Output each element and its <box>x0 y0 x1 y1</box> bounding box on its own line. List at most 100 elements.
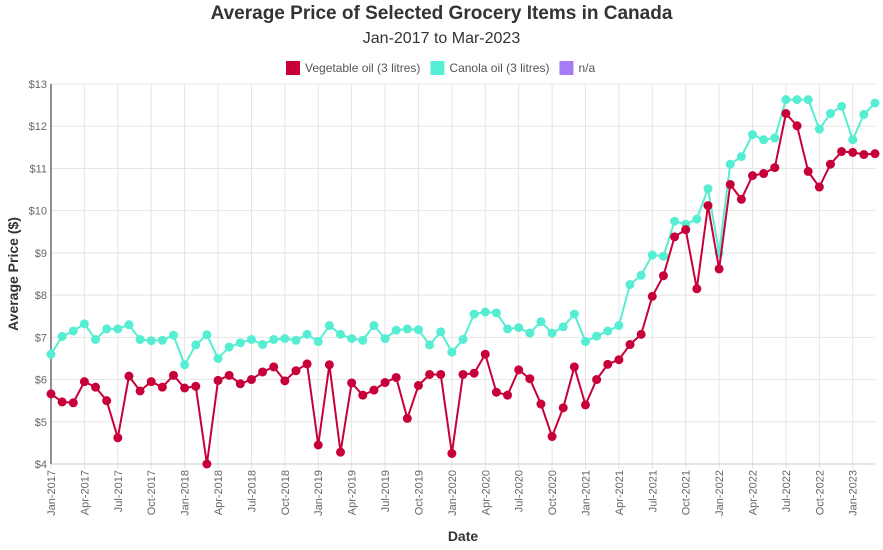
data-point <box>748 171 758 181</box>
x-tick-label: Jul-2018 <box>246 470 258 512</box>
data-point <box>547 432 557 442</box>
data-point <box>748 130 758 140</box>
data-point <box>614 321 624 331</box>
data-point <box>636 270 646 280</box>
data-point <box>614 355 624 365</box>
data-point <box>246 375 256 385</box>
data-point <box>91 382 101 392</box>
data-point <box>870 98 880 108</box>
x-tick-label: Jan-2019 <box>313 470 325 516</box>
x-tick-label: Jul-2021 <box>647 470 659 512</box>
data-point <box>413 325 423 335</box>
data-point <box>725 159 735 169</box>
data-point <box>57 331 67 341</box>
data-point <box>825 109 835 119</box>
data-point <box>770 133 780 143</box>
data-point <box>135 334 145 344</box>
data-point <box>814 182 824 192</box>
data-point <box>859 150 869 160</box>
data-point <box>681 225 691 235</box>
data-point <box>347 378 357 388</box>
legend-label: Canola oil (3 litres) <box>449 61 549 75</box>
y-tick-label: $8 <box>35 290 47 302</box>
data-point <box>146 336 156 346</box>
data-point <box>447 347 457 357</box>
legend-label: n/a <box>578 61 595 75</box>
data-point <box>469 368 479 378</box>
data-point <box>425 340 435 350</box>
data-point <box>269 362 279 372</box>
data-point <box>736 152 746 162</box>
legend-swatch <box>430 61 445 75</box>
data-point <box>580 337 590 347</box>
data-point <box>569 362 579 372</box>
data-point <box>670 216 680 226</box>
data-point <box>336 329 346 339</box>
x-tick-label: Apr-2021 <box>614 470 626 515</box>
data-point <box>324 321 334 331</box>
data-point <box>280 334 290 344</box>
data-point <box>224 342 234 352</box>
data-point <box>536 399 546 409</box>
data-point <box>725 179 735 189</box>
data-point <box>514 365 524 375</box>
data-point <box>235 338 245 348</box>
data-point <box>514 323 524 333</box>
x-tick-label: Oct-2019 <box>413 470 425 515</box>
data-point <box>68 326 78 336</box>
x-tick-label: Oct-2022 <box>814 470 826 515</box>
data-point <box>792 121 802 131</box>
chart-title: Average Price of Selected Grocery Items … <box>210 3 673 24</box>
data-point <box>313 337 323 347</box>
data-point <box>525 328 535 338</box>
data-point <box>425 369 435 379</box>
x-tick-label: Jan-2020 <box>447 470 459 516</box>
data-point <box>402 413 412 423</box>
data-point <box>191 340 201 350</box>
data-point <box>168 330 178 340</box>
x-tick-label: Oct-2018 <box>280 470 292 515</box>
data-point <box>458 369 468 379</box>
data-point <box>703 184 713 194</box>
x-tick-label: Oct-2021 <box>681 470 693 515</box>
data-point <box>592 331 602 341</box>
data-point <box>57 397 67 407</box>
data-point <box>503 324 513 334</box>
data-point <box>647 291 657 301</box>
data-point <box>102 324 112 334</box>
data-point <box>246 334 256 344</box>
data-point <box>480 349 490 359</box>
data-point <box>825 159 835 169</box>
data-point <box>636 329 646 339</box>
data-point <box>391 325 401 335</box>
x-tick-label: Jan-2023 <box>848 470 860 516</box>
y-tick-label: $9 <box>35 248 47 260</box>
data-point <box>692 214 702 224</box>
y-tick-label: $4 <box>35 459 47 471</box>
data-point <box>213 353 223 363</box>
data-point <box>46 349 56 359</box>
data-point <box>102 396 112 406</box>
y-tick-label: $12 <box>29 121 47 133</box>
data-point <box>837 101 847 111</box>
data-point <box>180 360 190 370</box>
data-point <box>369 385 379 395</box>
data-point <box>369 321 379 331</box>
legend-label: Vegetable oil (3 litres) <box>305 61 420 75</box>
y-tick-label: $7 <box>35 332 47 344</box>
data-point <box>536 317 546 327</box>
data-point <box>625 280 635 290</box>
y-tick-label: $13 <box>29 79 47 91</box>
data-point <box>592 375 602 385</box>
data-point <box>491 308 501 318</box>
data-point <box>113 324 123 334</box>
data-point <box>436 327 446 337</box>
data-point <box>603 326 613 336</box>
data-point <box>803 95 813 105</box>
data-point <box>224 370 234 380</box>
chart-subtitle: Jan-2017 to Mar-2023 <box>362 30 521 47</box>
data-point <box>658 251 668 261</box>
data-point <box>837 147 847 157</box>
